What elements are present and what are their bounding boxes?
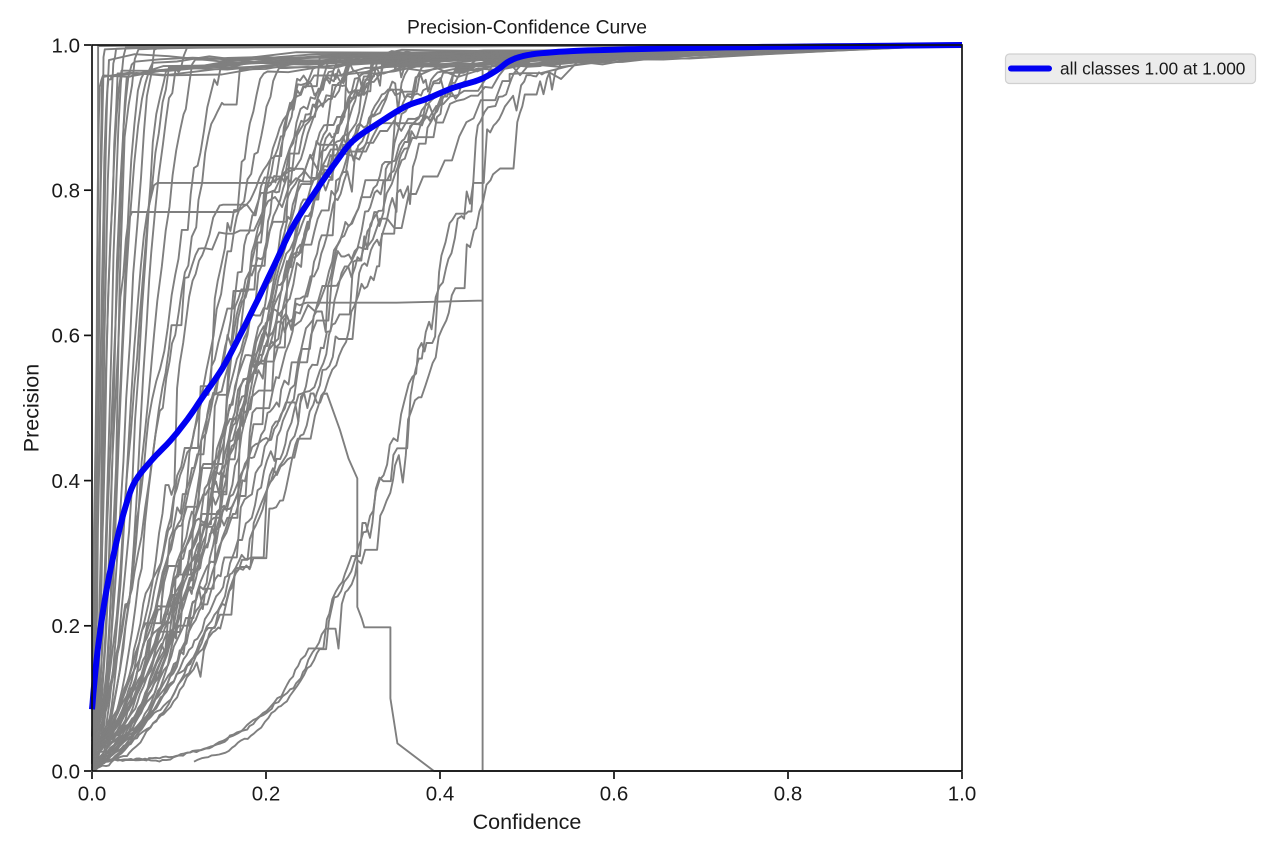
svg-text:0.4: 0.4: [52, 470, 81, 493]
svg-text:1.0: 1.0: [948, 783, 977, 806]
svg-text:0.6: 0.6: [600, 783, 629, 806]
svg-text:0.8: 0.8: [774, 783, 803, 806]
svg-text:0.2: 0.2: [252, 783, 281, 806]
svg-text:Confidence: Confidence: [473, 810, 582, 834]
svg-text:0.6: 0.6: [52, 325, 81, 348]
svg-text:0.2: 0.2: [52, 615, 81, 638]
svg-text:all classes 1.00 at 1.000: all classes 1.00 at 1.000: [1060, 58, 1245, 78]
svg-text:Precision: Precision: [20, 364, 44, 452]
svg-text:0.0: 0.0: [52, 760, 81, 783]
svg-text:0.4: 0.4: [426, 783, 455, 806]
svg-text:0.0: 0.0: [78, 783, 107, 806]
svg-text:0.8: 0.8: [52, 180, 81, 203]
svg-text:1.0: 1.0: [52, 34, 81, 57]
svg-text:Precision-Confidence Curve: Precision-Confidence Curve: [407, 18, 647, 39]
